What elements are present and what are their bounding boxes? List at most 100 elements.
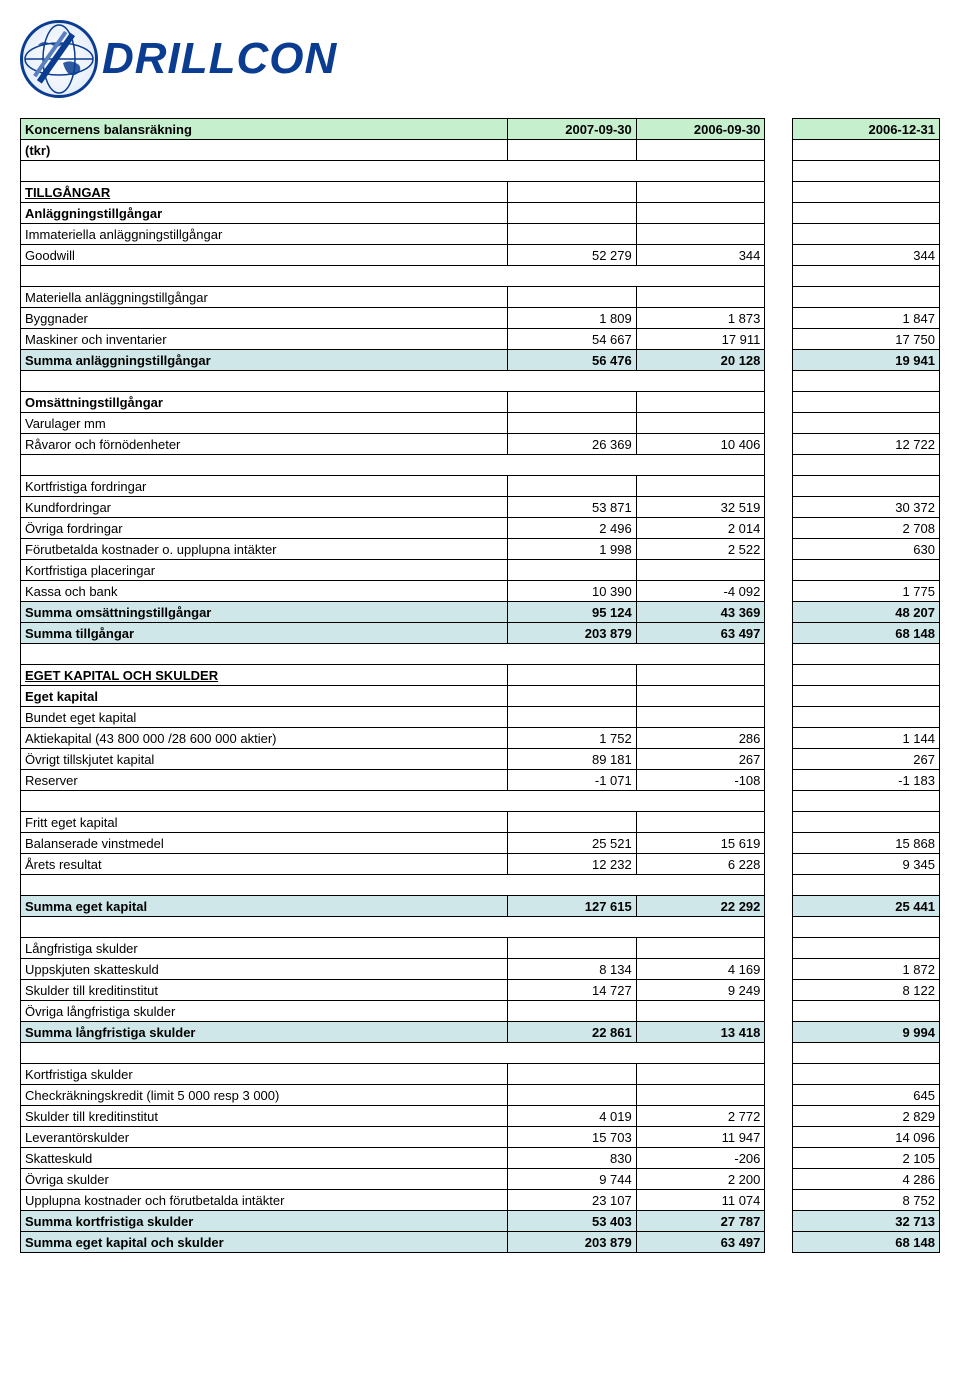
gap-cell [765, 518, 793, 539]
gap-cell [765, 791, 793, 812]
row-label: (tkr) [21, 140, 508, 161]
table-row: Maskiner och inventarier54 66717 91117 7… [21, 329, 940, 350]
table-row: Fritt eget kapital [21, 812, 940, 833]
cell-col1: 9 744 [508, 1169, 637, 1190]
gap-cell [765, 1211, 793, 1232]
spacer-cell [792, 266, 939, 287]
cell-col1 [508, 665, 637, 686]
row-label: Aktiekapital (43 800 000 /28 600 000 akt… [21, 728, 508, 749]
table-row: Långfristiga skulder [21, 938, 940, 959]
table-row: Summa anläggningstillgångar56 47620 1281… [21, 350, 940, 371]
gap-cell [765, 539, 793, 560]
spacer-cell [21, 1043, 765, 1064]
cell-col3: 2 105 [792, 1148, 939, 1169]
gap-cell [765, 1022, 793, 1043]
cell-col2: -4 092 [636, 581, 765, 602]
cell-col1 [508, 182, 637, 203]
table-row: Årets resultat12 2326 2289 345 [21, 854, 940, 875]
table-row [21, 791, 940, 812]
table-row: Uppskjuten skatteskuld8 1344 1691 872 [21, 959, 940, 980]
cell-col2: 15 619 [636, 833, 765, 854]
cell-col2: 63 497 [636, 623, 765, 644]
row-label: EGET KAPITAL OCH SKULDER [21, 665, 508, 686]
gap-cell [765, 686, 793, 707]
row-label: Övriga fordringar [21, 518, 508, 539]
cell-col1: 53 403 [508, 1211, 637, 1232]
cell-col2: 1 873 [636, 308, 765, 329]
logo-globe-icon [20, 20, 98, 98]
cell-col2 [636, 707, 765, 728]
cell-col2 [636, 665, 765, 686]
cell-col1 [508, 413, 637, 434]
table-row: Anläggningstillgångar [21, 203, 940, 224]
row-label: Checkräkningskredit (limit 5 000 resp 3 … [21, 1085, 508, 1106]
cell-col3: 68 148 [792, 623, 939, 644]
cell-col1: 1 752 [508, 728, 637, 749]
cell-col2 [636, 938, 765, 959]
cell-col3: 645 [792, 1085, 939, 1106]
table-row: Varulager mm [21, 413, 940, 434]
gap-cell [765, 1106, 793, 1127]
gap-cell [765, 1148, 793, 1169]
cell-col1: 25 521 [508, 833, 637, 854]
row-label: Summa omsättningstillgångar [21, 602, 508, 623]
cell-col1: 830 [508, 1148, 637, 1169]
row-label: Summa tillgångar [21, 623, 508, 644]
cell-col3 [792, 686, 939, 707]
cell-col1 [508, 707, 637, 728]
table-row: Bundet eget kapital [21, 707, 940, 728]
table-row: EGET KAPITAL OCH SKULDER [21, 665, 940, 686]
cell-col3 [792, 287, 939, 308]
cell-col3 [792, 812, 939, 833]
cell-col3 [792, 140, 939, 161]
row-label: Kundfordringar [21, 497, 508, 518]
row-label: Fritt eget kapital [21, 812, 508, 833]
cell-col2 [636, 1001, 765, 1022]
cell-col1: 203 879 [508, 1232, 637, 1253]
row-label: Skulder till kreditinstitut [21, 980, 508, 1001]
gap-cell [765, 371, 793, 392]
table-row: Koncernens balansräkning2007-09-302006-0… [21, 119, 940, 140]
cell-col2: 2 772 [636, 1106, 765, 1127]
gap-cell [765, 770, 793, 791]
row-label: Bundet eget kapital [21, 707, 508, 728]
gap-cell [765, 434, 793, 455]
cell-col1: 12 232 [508, 854, 637, 875]
cell-col3 [792, 203, 939, 224]
gap-cell [765, 1001, 793, 1022]
gap-cell [765, 1232, 793, 1253]
cell-col3: 15 868 [792, 833, 939, 854]
cell-col1: -1 071 [508, 770, 637, 791]
cell-col3: 1 847 [792, 308, 939, 329]
table-row: Immateriella anläggningstillgångar [21, 224, 940, 245]
cell-col2: 27 787 [636, 1211, 765, 1232]
cell-col1: 54 667 [508, 329, 637, 350]
spacer-cell [21, 371, 765, 392]
gap-cell [765, 959, 793, 980]
gap-cell [765, 938, 793, 959]
spacer-cell [21, 644, 765, 665]
balance-sheet-table: Koncernens balansräkning2007-09-302006-0… [20, 118, 940, 1253]
cell-col1: 56 476 [508, 350, 637, 371]
gap-cell [765, 203, 793, 224]
row-label: Leverantörskulder [21, 1127, 508, 1148]
cell-col2: 32 519 [636, 497, 765, 518]
row-label: Kortfristiga fordringar [21, 476, 508, 497]
table-row: Summa tillgångar203 87963 49768 148 [21, 623, 940, 644]
cell-col2: 2 014 [636, 518, 765, 539]
cell-col2: 20 128 [636, 350, 765, 371]
gap-cell [765, 854, 793, 875]
table-row: Övrigt tillskjutet kapital89 181267267 [21, 749, 940, 770]
gap-cell [765, 119, 793, 140]
spacer-cell [21, 455, 765, 476]
cell-col3: 2 708 [792, 518, 939, 539]
spacer-cell [792, 1043, 939, 1064]
row-label: Kassa och bank [21, 581, 508, 602]
cell-col1 [508, 938, 637, 959]
cell-col2: 344 [636, 245, 765, 266]
table-row: Upplupna kostnader och förutbetalda intä… [21, 1190, 940, 1211]
table-row: Övriga skulder9 7442 2004 286 [21, 1169, 940, 1190]
cell-col3: 630 [792, 539, 939, 560]
row-label: Summa eget kapital [21, 896, 508, 917]
table-row: Råvaror och förnödenheter26 36910 40612 … [21, 434, 940, 455]
